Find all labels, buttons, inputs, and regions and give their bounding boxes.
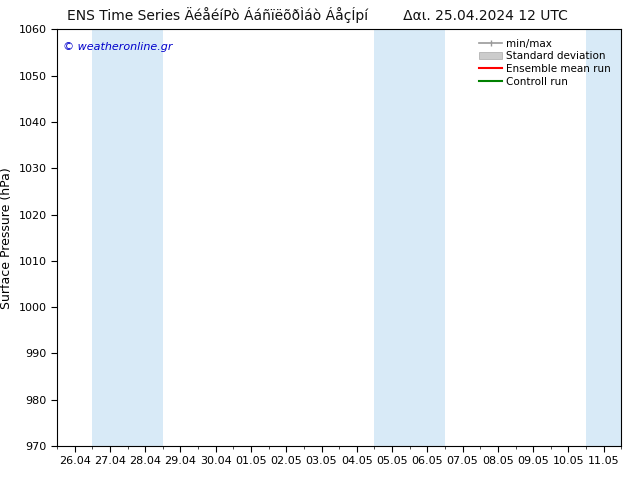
Bar <box>93 29 163 446</box>
Bar <box>586 29 621 446</box>
Legend: min/max, Standard deviation, Ensemble mean run, Controll run: min/max, Standard deviation, Ensemble me… <box>477 37 613 89</box>
Text: © weatheronline.gr: © weatheronline.gr <box>63 42 172 52</box>
Text: ENS Time Series ÄéåéíPò ÁáñïëõðÌáò ÁåçÍpí        Δαι. 25.04.2024 12 UTC: ENS Time Series ÄéåéíPò ÁáñïëõðÌáò ÁåçÍp… <box>67 7 567 24</box>
Bar <box>375 29 445 446</box>
Y-axis label: Surface Pressure (hPa): Surface Pressure (hPa) <box>0 167 13 309</box>
